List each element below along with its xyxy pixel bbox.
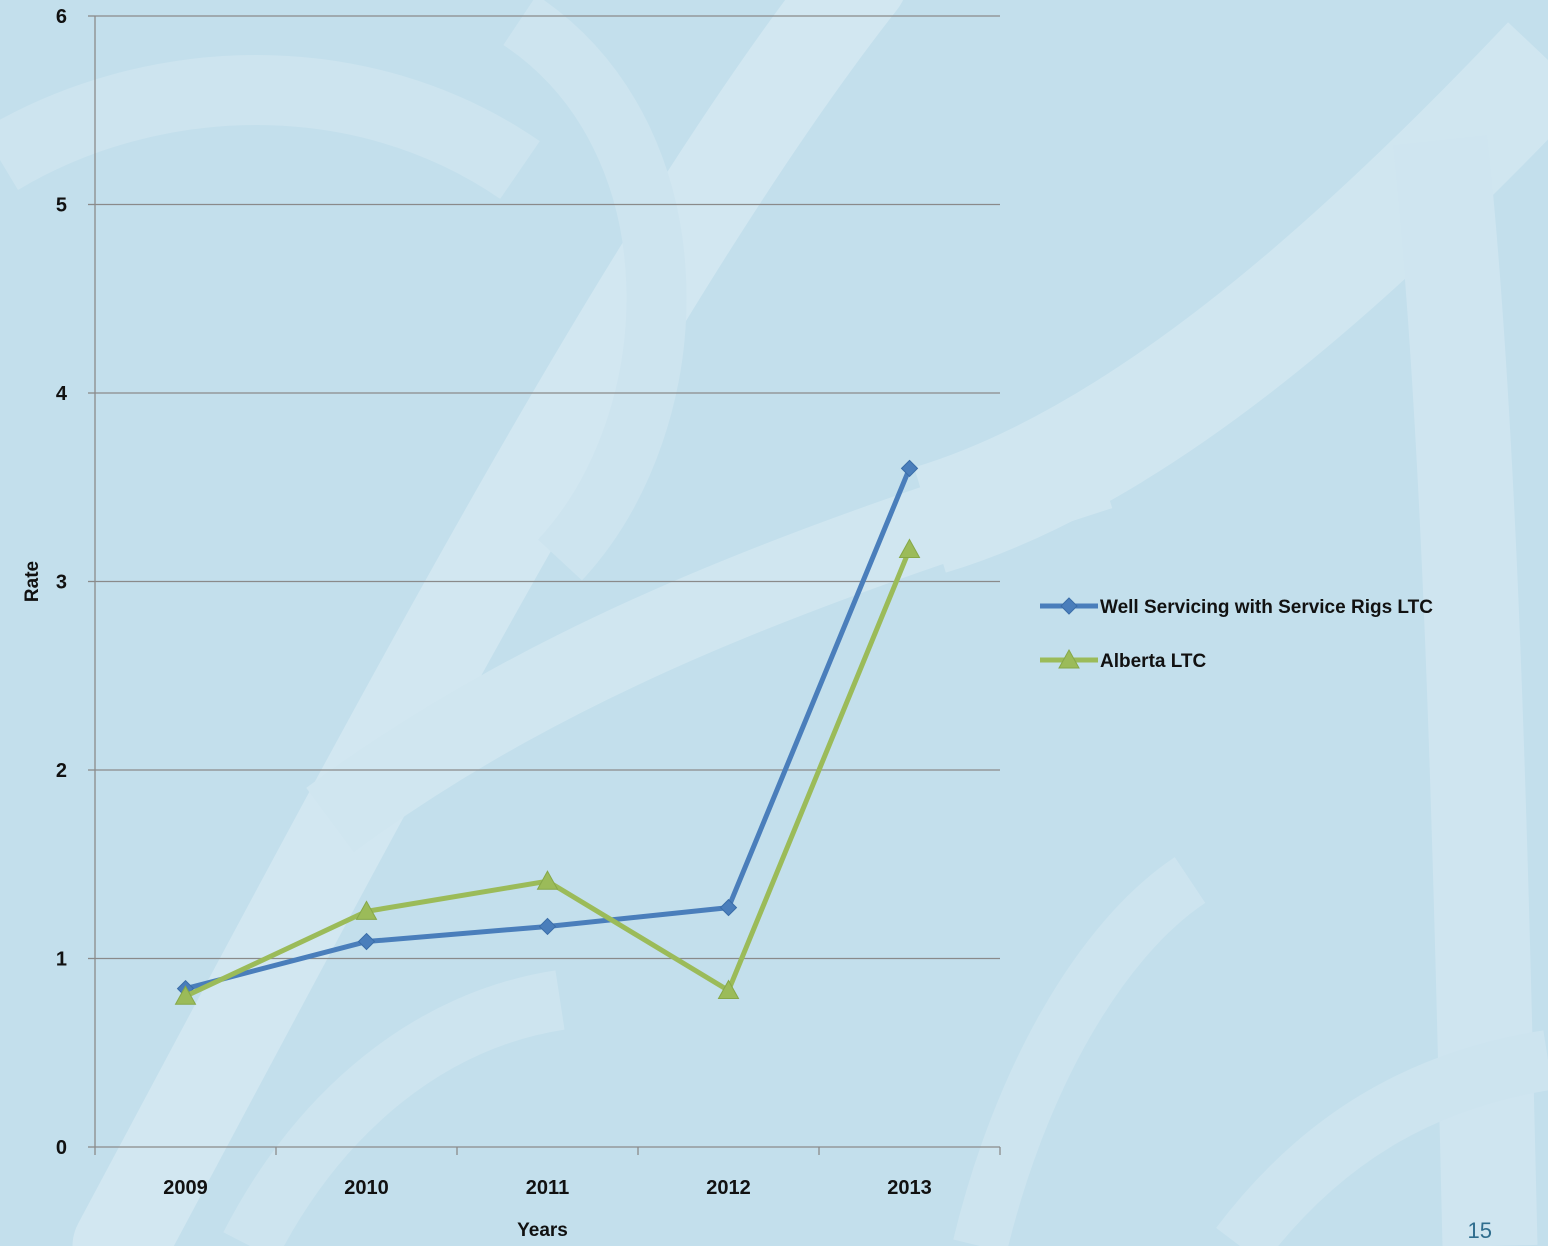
x-tick-label: 2012 (706, 1177, 751, 1199)
y-tick-label: 2 (56, 760, 67, 782)
data-point (174, 985, 197, 1005)
y-tick-labels: 0 1 2 3 4 5 6 (56, 6, 68, 1159)
series-line (184, 467, 912, 992)
series-2 (174, 538, 921, 1005)
y-tick-label: 1 (56, 949, 67, 971)
data-point (357, 932, 376, 951)
data-point (900, 459, 919, 478)
legend: Well Servicing with Service Rigs LTC Albe… (1040, 597, 1433, 672)
legend-label: Well Servicing with Service Rigs LTC (1100, 597, 1433, 618)
series-1 (176, 459, 919, 998)
y-axis-title: Rate (22, 561, 43, 602)
y-tick-label: 6 (56, 6, 67, 28)
page-number: 15 (1467, 1218, 1492, 1243)
y-tick-label: 0 (56, 1137, 67, 1159)
data-point (355, 900, 378, 920)
data-point (538, 917, 557, 936)
data-point (536, 870, 559, 890)
y-tick-label: 3 (56, 572, 67, 594)
legend-item: Well Servicing with Service Rigs LTC (1040, 597, 1433, 618)
x-tick-labels: 2009 2010 2011 2012 2013 (163, 1177, 932, 1199)
data-point (719, 898, 738, 917)
legend-marker (1058, 648, 1080, 669)
data-point (898, 538, 921, 558)
y-tick-label: 4 (56, 383, 68, 405)
x-tick-label: 2011 (526, 1177, 569, 1199)
x-tick-label: 2013 (887, 1177, 932, 1199)
legend-item: Alberta LTC (1040, 648, 1207, 672)
gridlines (95, 15, 1000, 960)
x-axis-title: Years (517, 1220, 568, 1241)
data-point (717, 979, 740, 1000)
x-tick-label: 2009 (163, 1177, 208, 1199)
legend-marker (1060, 597, 1078, 615)
x-tick-label: 2010 (344, 1177, 389, 1199)
legend-label: Alberta LTC (1100, 651, 1207, 672)
y-tick-label: 5 (56, 195, 67, 217)
series (174, 459, 921, 1005)
axes (88, 15, 1001, 1155)
